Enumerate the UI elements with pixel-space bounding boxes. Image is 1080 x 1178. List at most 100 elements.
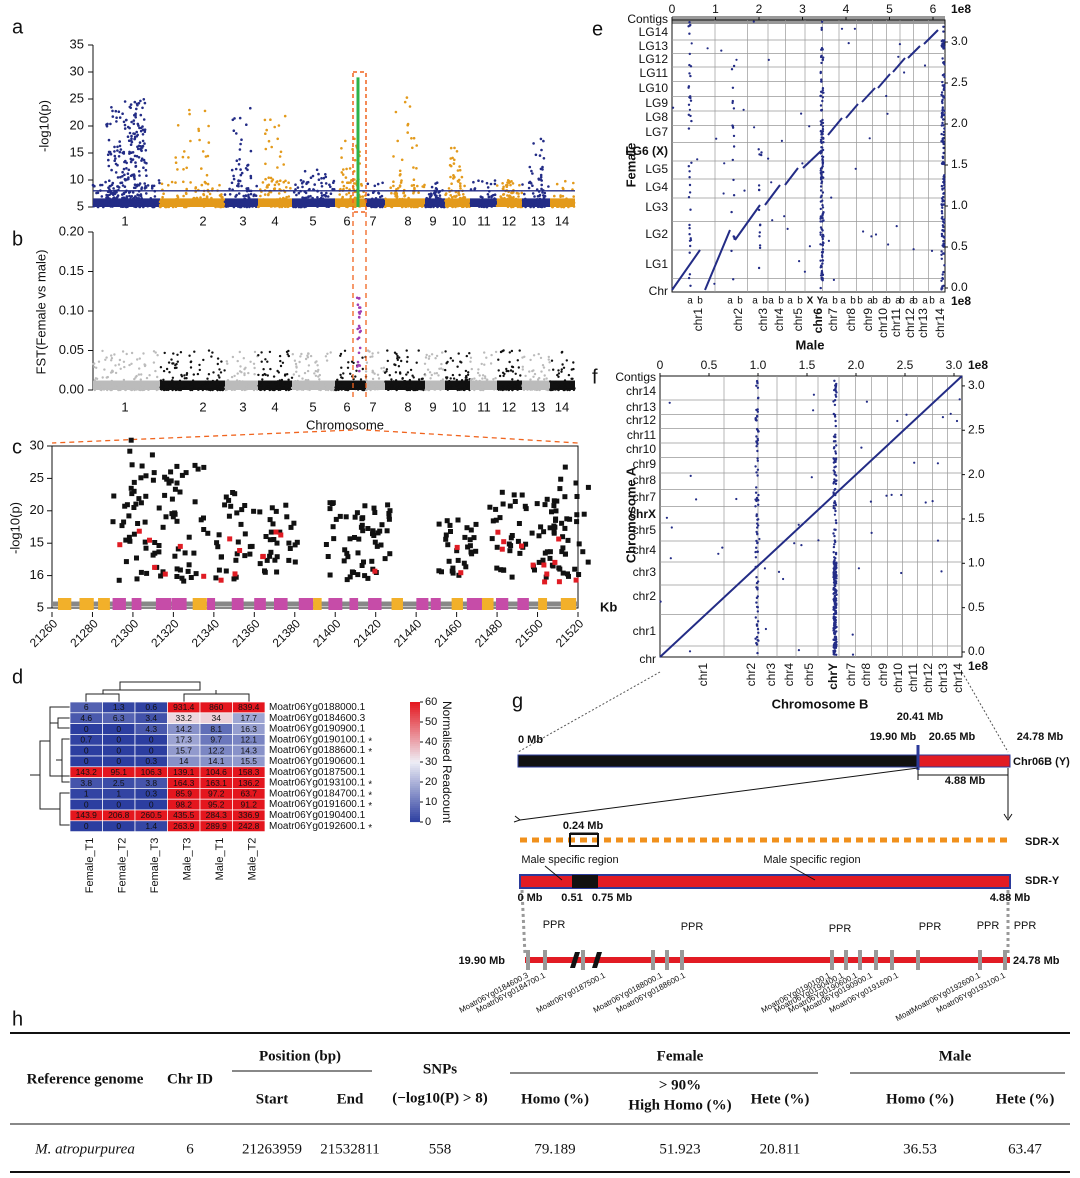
point-cloud-dot [329, 388, 333, 392]
point-cloud-dot [131, 505, 137, 510]
x-tick-label: 1 [121, 399, 128, 414]
point-cloud-dot [456, 572, 462, 578]
point-cloud-dot [232, 129, 236, 132]
point-cloud-dot [532, 205, 535, 209]
x-tick-label: 13 [531, 213, 545, 228]
point-cloud-dot [285, 195, 288, 199]
point-cloud-dot [215, 379, 219, 382]
point-cloud-dot [389, 186, 393, 189]
point-cloud-dot [553, 203, 557, 206]
point-cloud-dot [455, 557, 461, 563]
point-cloud-dot [93, 365, 96, 369]
point-cloud-dot [820, 271, 824, 274]
point-cloud-dot [756, 499, 760, 502]
point-cloud-dot [506, 194, 509, 197]
point-cloud-dot [107, 381, 111, 384]
point-cloud-dot [459, 184, 462, 188]
point-cloud-dot [188, 112, 191, 116]
diagram-label: 0.24 Mb [563, 820, 604, 832]
point-cloud-dot [99, 388, 102, 391]
axis-exponent: 1e8 [951, 2, 971, 16]
panel-label: d [12, 666, 23, 688]
point-cloud-dot [222, 502, 228, 508]
point-cloud-dot [328, 183, 331, 187]
colorbar-tick-label: 20 [425, 776, 437, 788]
point-cloud-dot [109, 388, 112, 392]
point-cloud-dot [689, 284, 692, 287]
point-cloud-dot [819, 178, 823, 181]
point-cloud-dot [536, 195, 540, 198]
point-cloud-dot [168, 384, 172, 387]
gene-box [451, 598, 463, 610]
diagram-label: Male specific region [763, 854, 860, 866]
point-cloud-dot [137, 380, 140, 383]
point-cloud-dot [498, 567, 504, 573]
point-cloud-dot [356, 388, 360, 391]
point-cloud-dot [468, 352, 471, 355]
point-cloud-dot [276, 166, 279, 169]
point-cloud-dot [833, 574, 836, 577]
point-cloud-dot [943, 75, 946, 79]
point-cloud-dot [132, 119, 136, 122]
point-cloud-dot [819, 243, 822, 246]
point-cloud-dot [472, 180, 475, 184]
point-cloud-dot [833, 501, 836, 505]
point-cloud-dot [176, 194, 179, 198]
point-cloud-dot [184, 386, 187, 389]
column-label: chr4 [782, 663, 796, 687]
point-cloud-dot [128, 152, 131, 155]
point-cloud-dot [278, 354, 282, 358]
point-cloud-dot [307, 364, 311, 367]
point-cloud-dot [447, 384, 451, 387]
cell-label: 164.3 [173, 778, 195, 788]
point-cloud-dot [210, 196, 213, 200]
colorbar-step [410, 776, 420, 779]
colorbar-step [410, 810, 420, 813]
point-cloud-dot [940, 232, 944, 236]
point-cloud-dot [551, 530, 557, 536]
point-cloud-dot [283, 197, 287, 201]
point-cloud-dot [398, 174, 402, 177]
point-cloud-dot [263, 193, 267, 196]
cell-label: 8.1 [210, 724, 222, 734]
point-cloud-dot [457, 200, 461, 204]
point-cloud-dot [324, 182, 328, 185]
point-cloud-dot [820, 61, 823, 65]
point-cloud-dot [529, 378, 532, 381]
point-cloud-dot [307, 195, 310, 198]
point-cloud-dot [942, 235, 946, 239]
point-cloud-dot [162, 385, 165, 388]
point-cloud-dot [453, 146, 456, 150]
column-label: chr8 [859, 663, 873, 687]
point-cloud-dot [307, 381, 310, 384]
point-cloud-dot [821, 278, 824, 281]
gene-box [481, 598, 494, 610]
point-cloud-dot [187, 156, 190, 159]
column-label: chr12 [903, 308, 917, 338]
point-cloud-dot [441, 378, 445, 381]
point-cloud-dot [162, 492, 168, 498]
colorbar-step [410, 716, 420, 719]
point-cloud-dot [278, 200, 281, 203]
point-cloud-dot [833, 379, 836, 382]
x-tick-label: 14 [555, 399, 569, 414]
point-cloud-dot [833, 415, 837, 418]
point-cloud-dot [358, 296, 361, 300]
point-band [93, 380, 160, 390]
top-tick-label: 0 [657, 358, 664, 372]
y-tick-label: 35 [70, 36, 84, 51]
cell-label: 435.5 [173, 810, 195, 820]
point-cloud-dot [317, 388, 321, 391]
point-cloud-dot [169, 496, 175, 502]
point-cloud-dot [284, 205, 288, 208]
point-cloud-dot [507, 179, 511, 183]
cell-label: 260.5 [141, 810, 163, 820]
point-cloud-dot [501, 385, 505, 388]
point-cloud-dot [299, 202, 303, 206]
point-cloud-dot [216, 357, 220, 360]
point-cloud-dot [118, 204, 122, 208]
point-cloud-dot [494, 544, 500, 550]
point-cloud-dot [234, 200, 237, 203]
point-cloud-dot [287, 354, 290, 358]
point-cloud-dot [242, 384, 245, 387]
